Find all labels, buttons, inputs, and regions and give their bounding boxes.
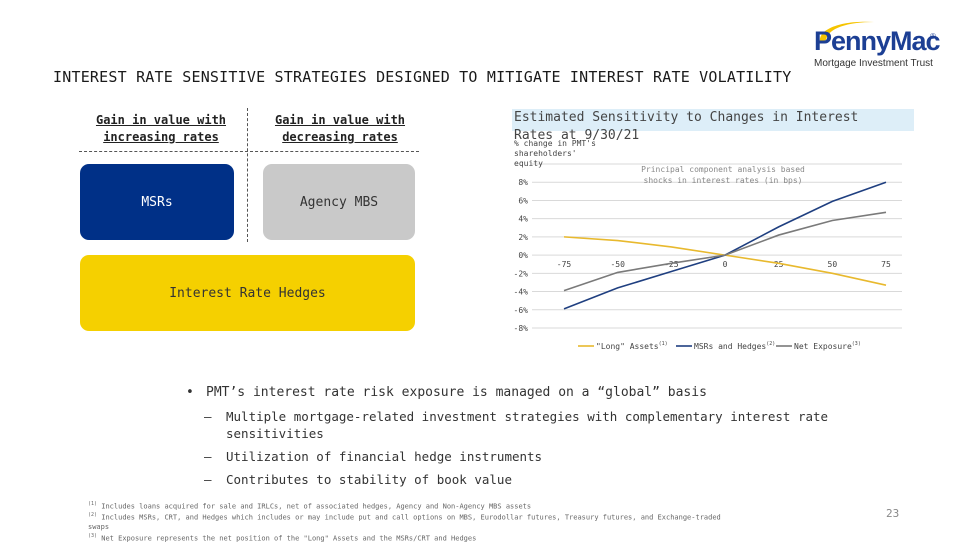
chart-title-box: Estimated Sensitivity to Changes in Inte… (512, 109, 914, 143)
y-tick-label: -8% (514, 324, 529, 333)
pennymac-logo: PennyMac ® Mortgage Investment Trust (804, 20, 944, 74)
legend-footnote-mark-3: (3) (852, 341, 861, 347)
logo-name: PennyMac (814, 26, 941, 56)
diagram-vertical-divider (247, 108, 248, 242)
column-head-increasing-rates: Gain in value with increasing rates (95, 113, 227, 144)
legend-footnote-mark-2: (2) (766, 341, 775, 347)
logo-tagline: Mortgage Investment Trust (814, 58, 933, 69)
chart-title: Estimated Sensitivity to Changes in Inte… (514, 110, 859, 143)
logo-swoosh-icon (819, 21, 874, 42)
y-tick-label: 2% (518, 233, 528, 242)
bullet-sub-1: Multiple mortgage-related investment str… (186, 408, 886, 442)
page-number: 23 (886, 507, 900, 520)
footnote-3: (3) Net Exposure represents the net posi… (88, 532, 477, 542)
x-tick-label: 25 (774, 260, 784, 269)
sensitivity-line-chart: -8% -6% -4% -2% 0% 2% 4% 6% 8% -75 -50 -25 0 25 50 75 "L… (514, 163, 902, 351)
legend-label-3: Net Exposure (794, 342, 852, 351)
y-tick-label: -4% (514, 288, 529, 297)
x-tick-label: -25 (664, 260, 679, 269)
x-tick-label: 75 (881, 260, 891, 269)
footnote-2: (2) Includes MSRs, CRT, and Hedges which… (88, 512, 721, 531)
series-line-3 (563, 211, 887, 292)
bullet-sub-3: Contributes to stability of book value (186, 471, 886, 488)
slide-title: INTEREST RATE SENSITIVE STRATEGIES DESIG… (53, 68, 792, 86)
logo-registered: ® (930, 32, 936, 41)
x-tick-label: -75 (557, 260, 572, 269)
legend-label-2: MSRs and Hedges (694, 342, 766, 351)
y-tick-label: -2% (514, 269, 529, 278)
agency-mbs-box: Agency MBS (263, 164, 415, 240)
bullet-list: PMT’s interest rate risk exposure is man… (186, 384, 886, 494)
y-tick-label: -6% (514, 306, 529, 315)
footnote-1: (1) Includes loans acquired for sale and… (88, 501, 532, 511)
msrs-box: MSRs (80, 164, 234, 240)
bullet-main: PMT’s interest rate risk exposure is man… (186, 384, 886, 402)
msrs-label: MSRs (141, 194, 173, 210)
chart-annotation: Principal component analysis based shock… (641, 165, 805, 185)
agency-mbs-label: Agency MBS (299, 194, 379, 210)
interest-rate-hedges-box: Interest Rate Hedges (80, 255, 415, 331)
x-tick-label: 50 (828, 260, 838, 269)
series-line-2 (563, 181, 887, 310)
y-tick-label: 0% (518, 251, 528, 260)
legend-footnote-mark-1: (1) (659, 341, 668, 347)
x-tick-label: -50 (610, 260, 625, 269)
x-tick-label: 0 (723, 260, 728, 269)
legend-label-1: "Long" Assets (596, 342, 659, 351)
column-head-decreasing-rates: Gain in value with decreasing rates (274, 113, 406, 144)
y-tick-label: 8% (518, 178, 528, 187)
y-tick-label: 6% (518, 196, 528, 205)
diagram-horizontal-divider (79, 151, 419, 152)
footnotes: (1) Includes loans acquired for sale and… (88, 500, 728, 543)
bullet-sub-2: Utilization of financial hedge instrumen… (186, 448, 886, 465)
chart-y-axis-label: % change in PMT's shareholders' equity (514, 139, 596, 168)
interest-rate-hedges-label: Interest Rate Hedges (169, 285, 326, 301)
y-tick-label: 4% (518, 215, 528, 224)
